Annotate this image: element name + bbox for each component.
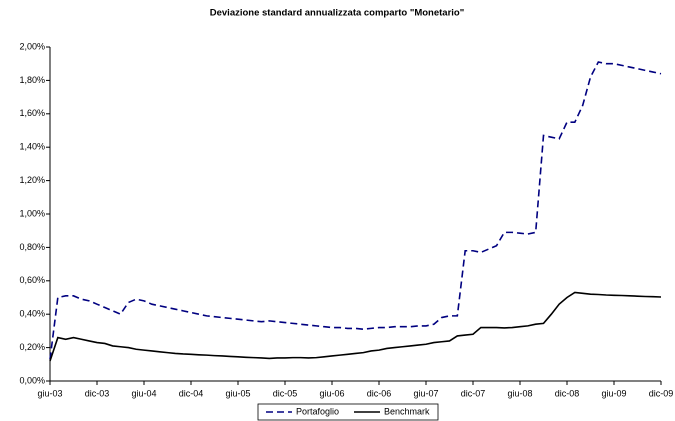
x-tick-label: giu-09 bbox=[601, 388, 626, 398]
y-tick-label: 0,40% bbox=[19, 309, 45, 319]
y-tick-label: 1,40% bbox=[19, 142, 45, 152]
x-tick-label: giu-03 bbox=[37, 388, 62, 398]
x-tick-label: dic-09 bbox=[649, 388, 674, 398]
x-tick-label: giu-08 bbox=[507, 388, 532, 398]
y-tick-label: 1,80% bbox=[19, 75, 45, 85]
x-tick-label: giu-05 bbox=[225, 388, 250, 398]
x-tick-label: dic-08 bbox=[555, 388, 580, 398]
x-tick-label: giu-06 bbox=[319, 388, 344, 398]
legend-label: Portafoglio bbox=[296, 406, 339, 416]
y-tick-label: 0,00% bbox=[19, 375, 45, 385]
y-tick-label: 1,60% bbox=[19, 108, 45, 118]
y-tick-label: 1,00% bbox=[19, 208, 45, 218]
x-tick-label: dic-04 bbox=[179, 388, 204, 398]
legend-box bbox=[257, 403, 439, 421]
x-tick-label: dic-03 bbox=[85, 388, 110, 398]
y-tick-label: 0,20% bbox=[19, 342, 45, 352]
x-tick-label: dic-05 bbox=[273, 388, 298, 398]
series-line bbox=[49, 61, 662, 360]
x-tick-label: giu-07 bbox=[413, 388, 438, 398]
series-line bbox=[49, 291, 662, 362]
chart-title: Deviazione standard annualizzata compart… bbox=[210, 8, 464, 19]
y-tick-label: 1,20% bbox=[19, 175, 45, 185]
legend-label: Benchmark bbox=[384, 406, 430, 416]
x-tick-label: giu-04 bbox=[131, 388, 156, 398]
y-tick-label: 2,00% bbox=[19, 41, 45, 51]
y-tick-label: 0,80% bbox=[19, 242, 45, 252]
y-tick-label: 0,60% bbox=[19, 275, 45, 285]
x-tick-label: dic-06 bbox=[367, 388, 392, 398]
x-tick-label: dic-07 bbox=[461, 388, 486, 398]
